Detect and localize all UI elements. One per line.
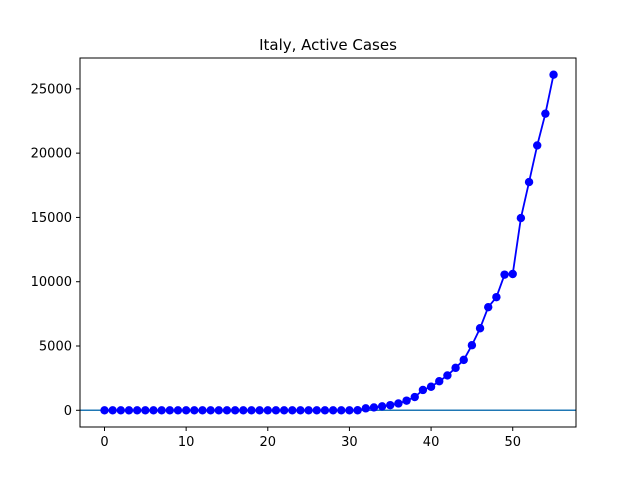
data-point (549, 70, 558, 79)
x-tick-label: 0 (100, 435, 108, 450)
data-point (100, 406, 109, 415)
data-point (124, 406, 134, 415)
data-point (304, 406, 313, 415)
data-point (165, 406, 175, 415)
axes: 0 10 20 30 40 50 0 5000 10000 15000 20000 25000 (31, 57, 577, 450)
x-tick-label: 20 (260, 435, 277, 450)
x-tick-label: 50 (504, 435, 521, 450)
data-point (443, 371, 452, 380)
data-point (394, 399, 403, 408)
x-tick-label: 30 (341, 435, 358, 450)
data-point (328, 406, 338, 415)
data-point (451, 363, 460, 373)
x-tick-label: 40 (423, 435, 440, 450)
data-point (459, 355, 468, 365)
y-tick-label: 10000 (31, 275, 72, 290)
data-point (492, 292, 501, 302)
data-point (475, 324, 485, 333)
data-point (410, 392, 419, 402)
y-tick-label: 20000 (31, 147, 72, 162)
data-point (230, 406, 240, 415)
y-tick-label: 5000 (39, 340, 72, 355)
data-point (190, 406, 199, 415)
data-point (353, 406, 362, 415)
data-point (435, 377, 444, 386)
axes-frame (79, 57, 577, 428)
plot-area (80, 70, 576, 415)
data-point (533, 141, 542, 150)
data-point (418, 385, 428, 395)
data-point (271, 406, 281, 415)
data-point (524, 177, 534, 187)
data-point (132, 406, 142, 415)
data-point (516, 213, 526, 223)
y-tick-label: 25000 (31, 82, 72, 97)
data-point (361, 404, 370, 413)
data-point (500, 270, 509, 279)
data-point (320, 406, 330, 415)
data-point (288, 406, 297, 415)
data-point (222, 406, 232, 415)
data-point (337, 406, 346, 415)
data-point (467, 341, 477, 350)
data-point (263, 406, 272, 415)
data-point (198, 406, 207, 415)
data-point (173, 406, 183, 415)
x-tick-label: 10 (178, 435, 195, 450)
data-point (239, 406, 248, 415)
data-point (181, 406, 191, 415)
y-tick-label: 0 (64, 404, 72, 419)
data-point (206, 406, 215, 415)
data-point (108, 406, 117, 415)
data-point (116, 406, 126, 415)
data-point (296, 406, 305, 415)
data-point (402, 396, 411, 405)
data-point (484, 302, 493, 312)
data-point (369, 403, 379, 412)
data-point (149, 406, 158, 415)
data-point (541, 109, 550, 118)
data-point (214, 406, 223, 415)
y-tick-label: 15000 (31, 211, 72, 226)
data-point (312, 406, 321, 415)
chart-title: Italy, Active Cases (259, 36, 397, 54)
data-point (345, 406, 354, 415)
series-line (104, 74, 555, 412)
data-point (426, 382, 436, 391)
data-point (377, 402, 387, 411)
data-point (141, 406, 150, 415)
data-point (157, 406, 166, 415)
data-point (508, 269, 517, 279)
data-point (255, 406, 264, 415)
data-point (386, 400, 395, 410)
data-point (247, 406, 256, 415)
data-point (279, 406, 289, 415)
